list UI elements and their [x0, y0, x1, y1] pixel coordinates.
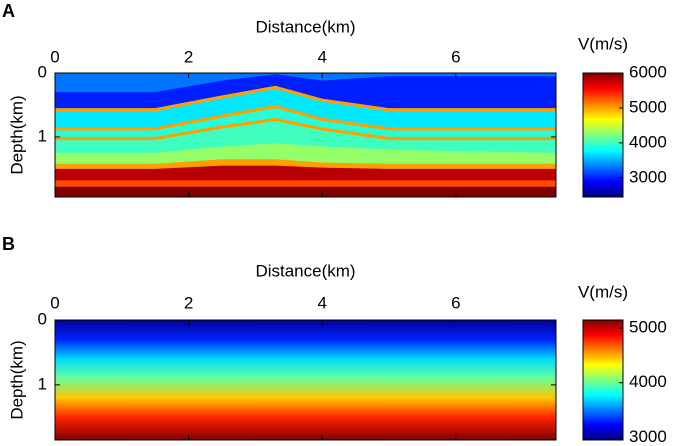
y-tick-label: 1: [38, 126, 47, 145]
panel-letter: B: [2, 234, 15, 254]
y-axis-title: Depth(km): [7, 340, 26, 419]
colorbar-tick-label: 3000: [629, 427, 667, 446]
x-tick-label: 4: [317, 293, 326, 312]
x-tick-label: 4: [317, 47, 326, 66]
velocity-band: [55, 417, 556, 440]
x-axis-title: Distance(km): [255, 261, 355, 280]
panel-letter: A: [2, 1, 15, 21]
y-axis-title: Depth(km): [7, 95, 26, 174]
colorbar-title: V(m/s): [578, 282, 628, 301]
y-tick-label: 0: [38, 62, 47, 81]
y-tick-label: 1: [38, 374, 47, 393]
colorbar-tick-label: 6000: [629, 62, 667, 81]
y-tick-label: 0: [38, 309, 47, 328]
velocity-layer: [55, 186, 556, 197]
x-tick-label: 0: [50, 47, 59, 66]
plot-area: [55, 320, 556, 440]
colorbar-tick-label: 3000: [629, 167, 667, 186]
plot-frame: [54, 72, 557, 198]
colorbar-tick-label: 4000: [629, 132, 667, 151]
velocity-band: [55, 358, 556, 379]
colorbar: [582, 72, 624, 198]
x-tick-label: 0: [50, 293, 59, 312]
velocity-band: [55, 339, 556, 360]
x-tick-label: 2: [184, 293, 193, 312]
velocity-band: [55, 378, 556, 399]
x-tick-label: 2: [184, 47, 193, 66]
colorbar-tick-label: 5000: [629, 318, 667, 337]
x-axis-title: Distance(km): [255, 17, 355, 36]
colorbar: [582, 319, 624, 441]
velocity-band: [55, 397, 556, 418]
x-tick-label: 6: [451, 47, 460, 66]
colorbar-title: V(m/s): [578, 34, 628, 53]
colorbar-tick-label: 5000: [629, 97, 667, 116]
x-tick-label: 6: [451, 293, 460, 312]
velocity-band: [55, 320, 556, 340]
plot-frame: [54, 319, 557, 441]
colorbar-tick-label: 4000: [629, 372, 667, 391]
plot-area: [55, 73, 556, 197]
